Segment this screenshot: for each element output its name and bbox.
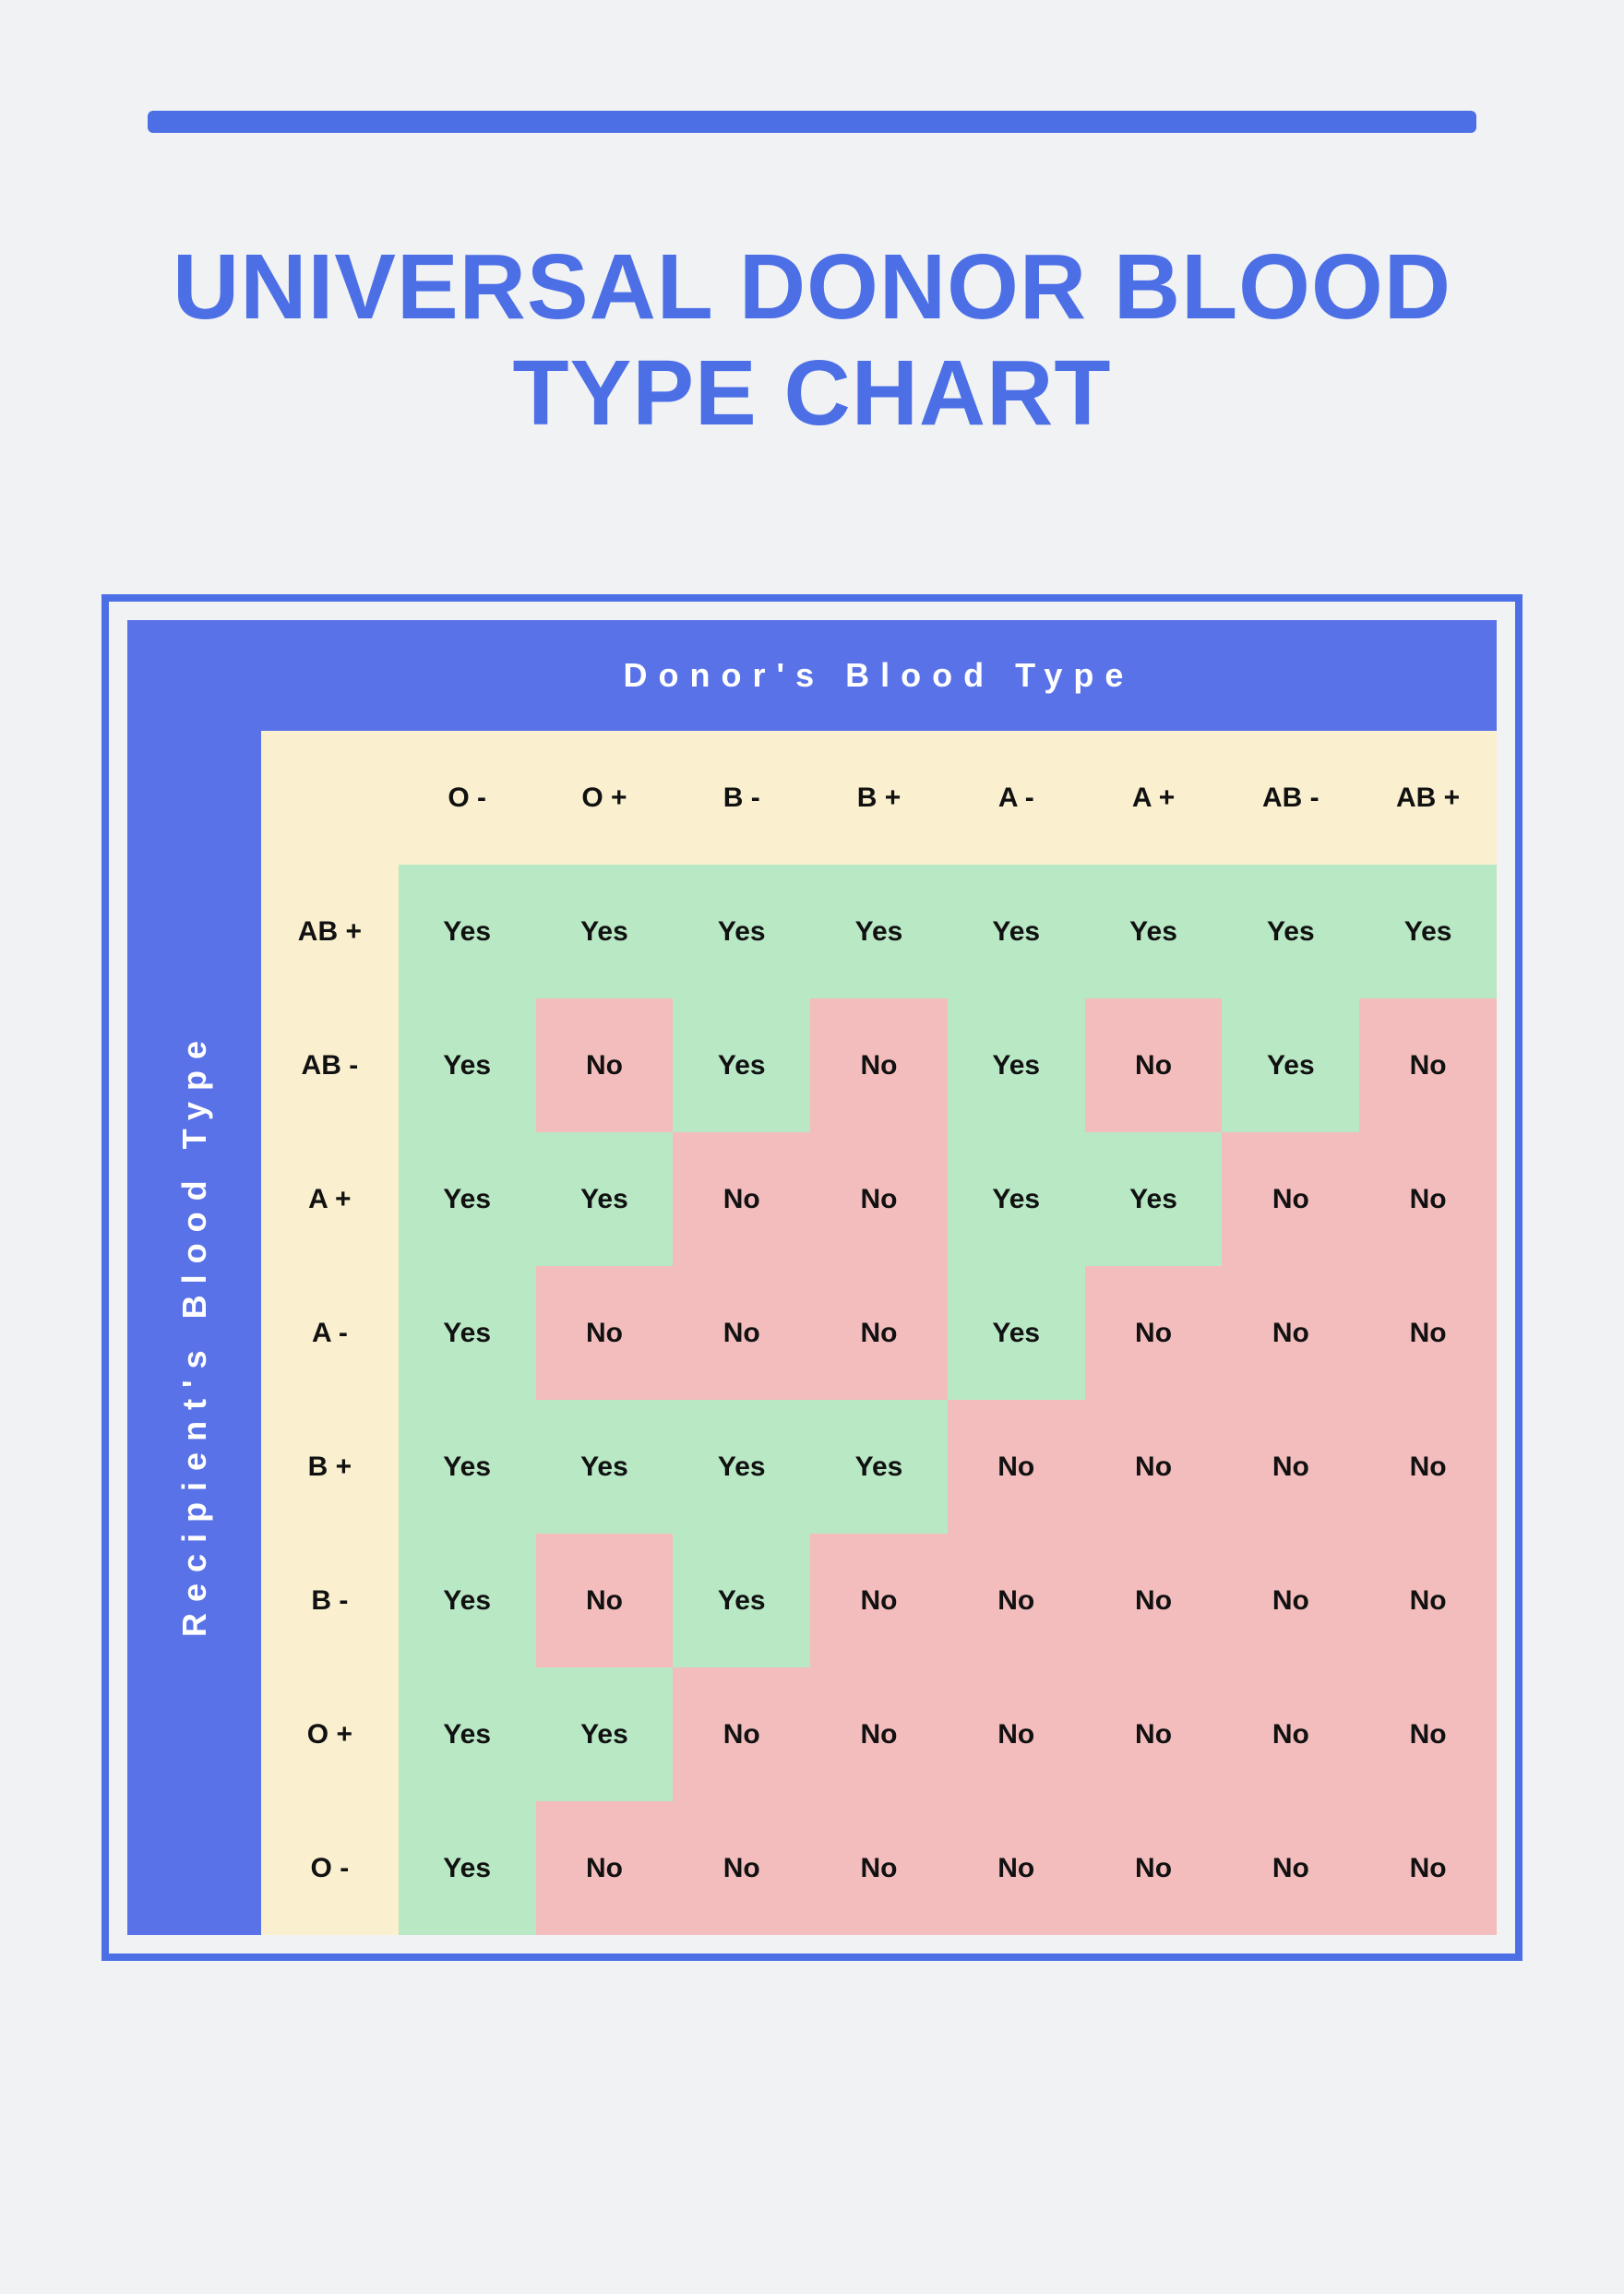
compatibility-cell: No	[536, 1801, 674, 1935]
compatibility-cell: No	[1085, 1400, 1223, 1534]
compatibility-cell: Yes	[673, 998, 810, 1132]
compatibility-cell: No	[810, 1266, 948, 1400]
compatibility-cell: No	[810, 1534, 948, 1667]
compatibility-cell: Yes	[948, 1132, 1085, 1266]
compatibility-cell: No	[1222, 1400, 1359, 1534]
compatibility-cell: No	[673, 1132, 810, 1266]
chart-inner: Donor's Blood Type Recipient's Blood Typ…	[127, 620, 1497, 1935]
donor-column-header: A +	[1085, 731, 1223, 865]
compatibility-cell: Yes	[948, 1266, 1085, 1400]
page: UNIVERSAL DONOR BLOOD TYPE CHART Donor's…	[0, 0, 1624, 2294]
donor-axis-label: Donor's Blood Type	[127, 620, 1497, 731]
donor-column-header: B -	[673, 731, 810, 865]
compatibility-cell: No	[673, 1266, 810, 1400]
compatibility-cell: Yes	[399, 1801, 536, 1935]
compatibility-cell: Yes	[948, 998, 1085, 1132]
compatibility-cell: No	[948, 1400, 1085, 1534]
compatibility-cell: Yes	[673, 865, 810, 998]
compatibility-cell: No	[810, 1801, 948, 1935]
compatibility-cell: Yes	[536, 1132, 674, 1266]
compatibility-cell: Yes	[1085, 1132, 1223, 1266]
compatibility-cell: No	[1222, 1667, 1359, 1801]
compatibility-cell: Yes	[1222, 865, 1359, 998]
grid-corner	[261, 731, 399, 865]
compatibility-cell: No	[810, 998, 948, 1132]
compatibility-cell: No	[536, 1534, 674, 1667]
compatibility-cell: No	[1359, 1534, 1497, 1667]
compatibility-cell: Yes	[399, 1667, 536, 1801]
compatibility-cell: No	[536, 998, 674, 1132]
compatibility-cell: No	[1085, 1266, 1223, 1400]
recipient-axis-label: Recipient's Blood Type	[127, 731, 261, 1935]
compatibility-cell: No	[1359, 1801, 1497, 1935]
compatibility-cell: No	[1085, 1534, 1223, 1667]
donor-column-header: AB +	[1359, 731, 1497, 865]
compatibility-cell: No	[1359, 998, 1497, 1132]
chart-outer-frame: Donor's Blood Type Recipient's Blood Typ…	[102, 594, 1522, 1961]
compatibility-cell: Yes	[399, 865, 536, 998]
recipient-row-header: B +	[261, 1400, 399, 1534]
donor-column-header: A -	[948, 731, 1085, 865]
recipient-axis-label-text: Recipient's Blood Type	[175, 1030, 214, 1637]
compatibility-cell: Yes	[1222, 998, 1359, 1132]
recipient-row-header: A -	[261, 1266, 399, 1400]
compatibility-cell: Yes	[399, 1266, 536, 1400]
compatibility-cell: No	[1085, 1667, 1223, 1801]
compatibility-cell: No	[810, 1667, 948, 1801]
donor-column-header: AB -	[1222, 731, 1359, 865]
top-accent-bar	[148, 111, 1476, 133]
recipient-row-header: B -	[261, 1534, 399, 1667]
compatibility-cell: Yes	[399, 998, 536, 1132]
recipient-row-header: O -	[261, 1801, 399, 1935]
compatibility-cell: Yes	[536, 865, 674, 998]
compatibility-cell: Yes	[399, 1132, 536, 1266]
compatibility-cell: No	[1222, 1266, 1359, 1400]
donor-column-header: O +	[536, 731, 674, 865]
compatibility-cell: No	[1222, 1132, 1359, 1266]
compatibility-cell: Yes	[1085, 865, 1223, 998]
compatibility-cell: No	[948, 1667, 1085, 1801]
compatibility-cell: Yes	[810, 1400, 948, 1534]
compatibility-cell: Yes	[673, 1534, 810, 1667]
compatibility-cell: No	[1222, 1534, 1359, 1667]
compatibility-cell: No	[948, 1534, 1085, 1667]
compatibility-cell: Yes	[399, 1534, 536, 1667]
compatibility-cell: No	[1222, 1801, 1359, 1935]
compatibility-cell: No	[1359, 1667, 1497, 1801]
chart-title: UNIVERSAL DONOR BLOOD TYPE CHART	[92, 234, 1532, 447]
recipient-row-header: AB -	[261, 998, 399, 1132]
compatibility-cell: Yes	[536, 1400, 674, 1534]
donor-column-header: O -	[399, 731, 536, 865]
compatibility-cell: No	[810, 1132, 948, 1266]
compatibility-cell: Yes	[536, 1667, 674, 1801]
compatibility-cell: No	[1085, 998, 1223, 1132]
recipient-row-header: A +	[261, 1132, 399, 1266]
donor-column-header: B +	[810, 731, 948, 865]
compatibility-cell: No	[673, 1801, 810, 1935]
compatibility-cell: No	[1359, 1132, 1497, 1266]
compatibility-cell: No	[948, 1801, 1085, 1935]
compatibility-cell: Yes	[1359, 865, 1497, 998]
grid-wrap: Recipient's Blood Type O -O +B -B +A -A …	[127, 731, 1497, 1935]
compatibility-cell: No	[536, 1266, 674, 1400]
recipient-row-header: O +	[261, 1667, 399, 1801]
compatibility-cell: No	[673, 1667, 810, 1801]
compatibility-cell: No	[1359, 1400, 1497, 1534]
compatibility-cell: Yes	[673, 1400, 810, 1534]
compatibility-cell: Yes	[948, 865, 1085, 998]
compatibility-cell: No	[1359, 1266, 1497, 1400]
compatibility-cell: Yes	[810, 865, 948, 998]
compatibility-cell: No	[1085, 1801, 1223, 1935]
recipient-row-header: AB +	[261, 865, 399, 998]
compatibility-grid: O -O +B -B +A -A +AB -AB +AB +YesYesYesY…	[261, 731, 1497, 1935]
compatibility-cell: Yes	[399, 1400, 536, 1534]
